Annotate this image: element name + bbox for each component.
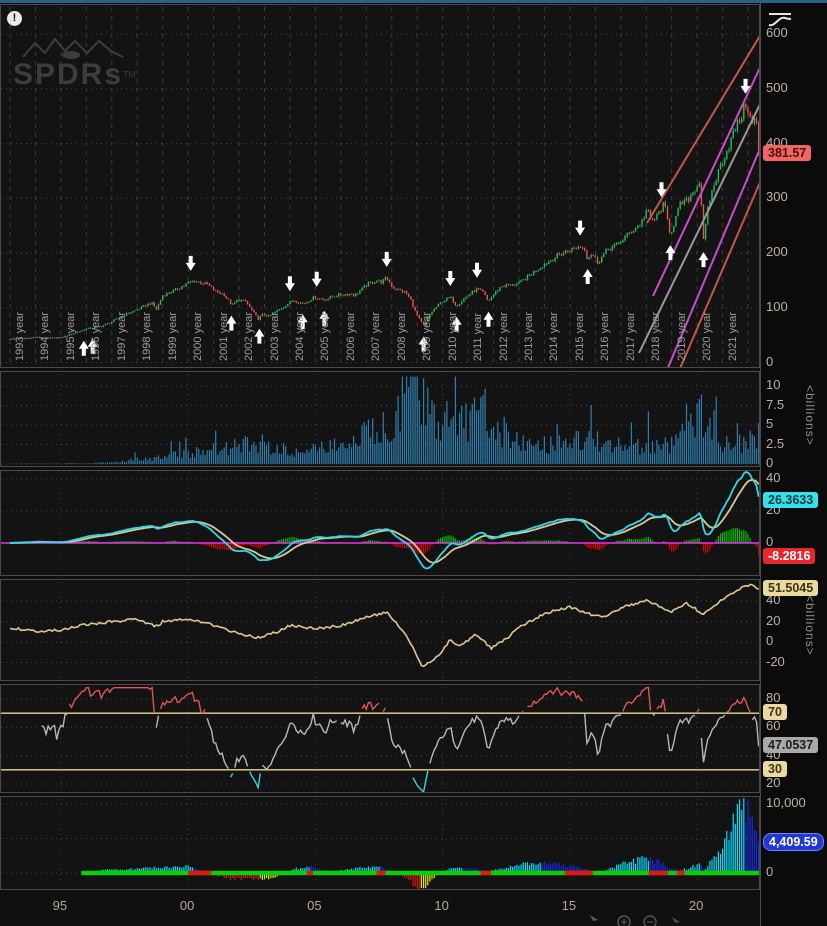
scale-tick-label: 20: [766, 612, 781, 628]
scale-tick-label: -20: [766, 653, 785, 669]
scale-tick-label: 600: [766, 25, 788, 40]
macd-hist-value-badge: -8.2816: [763, 548, 816, 564]
momentum-line-chart[interactable]: [1, 580, 759, 680]
macd-line-value-badge: 26.3633: [763, 492, 819, 508]
scale-mode-icon[interactable]: [767, 9, 793, 36]
window-top-border: [0, 0, 827, 3]
year-label: 2019 year: [675, 312, 688, 361]
alert-icon[interactable]: !: [7, 11, 22, 26]
year-label: 1996 year: [90, 312, 103, 361]
rsi-value-badge: 47.0537: [763, 737, 819, 753]
cursor-icon: [590, 915, 598, 921]
year-label: 2003 year: [268, 312, 281, 361]
year-label: 2002 year: [243, 312, 256, 361]
scale-tick-label: 10,000: [766, 795, 806, 810]
year-label: 2018 year: [650, 312, 663, 361]
year-label: 2007 year: [370, 312, 383, 361]
scale-tick-label: 300: [766, 189, 788, 205]
year-label: 2000 year: [192, 312, 205, 361]
year-label: 2005 year: [319, 312, 332, 361]
price-chart-panel[interactable]: SPDRsTM ! 1993 year 1994 year 1995 year 199…: [0, 4, 760, 368]
time-axis-label: 95: [52, 898, 68, 913]
year-label: 2014 year: [548, 312, 561, 361]
zoom-in-icon: [617, 915, 631, 926]
year-label: 2001 year: [217, 312, 230, 361]
price-scale-column[interactable]: 600 500 400 300 200 100 0 10 7.5 5 2.5 0 40 20 0 40 20 0-…: [760, 3, 827, 926]
year-label: 2010 year: [446, 312, 459, 361]
price-candlestick-chart[interactable]: [1, 5, 759, 367]
year-label: 2015 year: [573, 312, 586, 361]
ad-histogram-panel[interactable]: [0, 796, 760, 890]
volume-bar-chart[interactable]: [1, 372, 759, 466]
scale-tick-label: 2.5: [766, 435, 785, 451]
year-label: 1993 year: [14, 312, 26, 361]
scale-tick-label: 5: [766, 416, 774, 431]
time-axis: 95 00 05 10 15 20: [0, 892, 760, 924]
scale-tick-label: 0: [766, 633, 774, 648]
scale-tick-label: 0: [766, 455, 774, 470]
ad-value-badge: 4,409.59: [763, 833, 824, 851]
scale-tick-label: 7.5: [766, 396, 785, 412]
zoom-out-icon: [643, 915, 657, 926]
time-axis-label: 20: [688, 898, 704, 913]
year-label: 2009 year: [421, 312, 434, 361]
time-axis-label: 10: [434, 898, 449, 913]
year-label: 2011 year: [472, 312, 485, 361]
last-price-badge: 381.57: [763, 145, 812, 161]
year-label: 1999 year: [166, 312, 179, 361]
momentum-panel[interactable]: [0, 579, 760, 681]
year-label: 2016 year: [599, 312, 612, 361]
year-label: 1997 year: [115, 312, 128, 361]
scale-tick-label: 10: [766, 377, 781, 392]
year-label: 2013 year: [523, 312, 535, 361]
scale-tick-label: 60: [766, 718, 781, 734]
ad-histogram-chart[interactable]: [1, 797, 759, 889]
scale-tick-label: 0: [766, 534, 774, 549]
rsi-upper-band-badge: 70: [763, 704, 787, 720]
macd-panel[interactable]: [0, 470, 760, 576]
macd-chart[interactable]: [1, 471, 759, 575]
volume-panel[interactable]: [0, 371, 760, 467]
year-label: 2008 year: [395, 312, 408, 361]
scale-tick-label: 0: [766, 353, 774, 369]
scale-tick-label: 500: [766, 79, 788, 95]
rsi-chart[interactable]: [1, 685, 759, 792]
scale-tick-label: 200: [766, 244, 788, 260]
year-label: 2017 year: [624, 312, 637, 361]
rsi-lower-band-badge: 30: [763, 761, 787, 777]
rsi-panel[interactable]: [0, 684, 760, 793]
pointer-icon: [672, 917, 680, 923]
year-label: 2020 year: [701, 312, 714, 361]
momentum-unit-label: <billions>: [803, 595, 817, 656]
volume-unit-label: <billions>: [803, 385, 817, 446]
year-label: 1995 year: [64, 312, 77, 361]
time-axis-label: 15: [561, 898, 577, 913]
year-label: 2004 year: [293, 312, 306, 361]
scale-tick-label: 0: [766, 864, 774, 879]
momentum-value-badge: 51.5045: [763, 580, 819, 596]
year-label: 2012 year: [497, 312, 510, 361]
scale-tick-label: 80: [766, 690, 781, 705]
scale-tick-label: 20: [766, 775, 781, 790]
time-axis-label: 00: [179, 898, 195, 913]
scale-tick-label: 100: [766, 299, 788, 314]
bottom-toolbar-icons[interactable]: [588, 914, 698, 926]
year-label: 1998 year: [141, 312, 154, 361]
year-label: 2021 year: [726, 312, 739, 361]
year-label: 2006 year: [344, 312, 357, 361]
year-label: 1994 year: [39, 312, 52, 361]
time-axis-label: 05: [307, 898, 322, 913]
scale-tick-label: 40: [766, 470, 781, 485]
